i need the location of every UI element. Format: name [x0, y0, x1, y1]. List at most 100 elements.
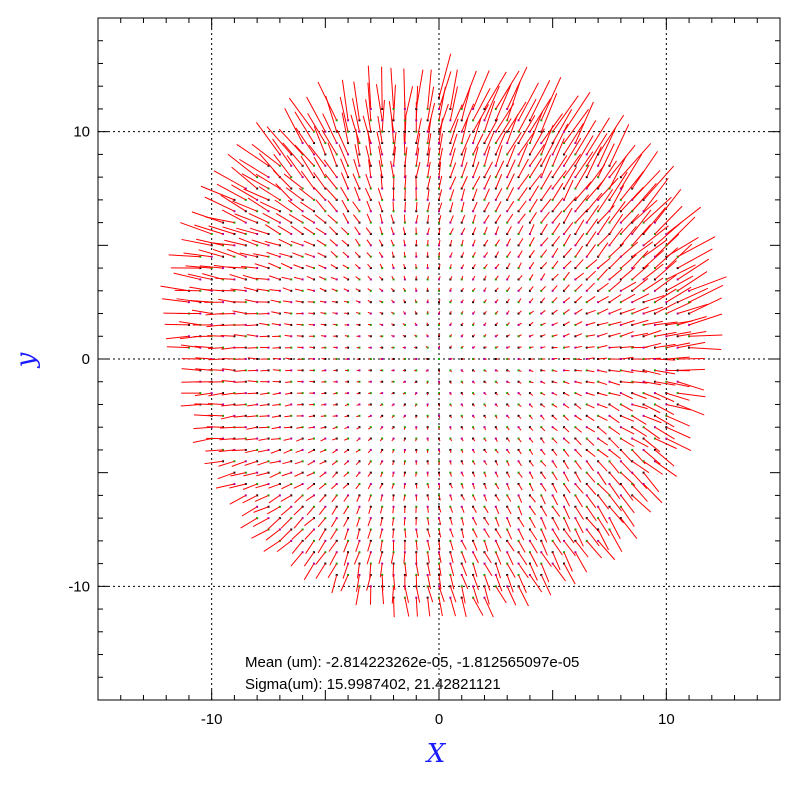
field-vector — [267, 517, 281, 530]
field-vector — [461, 415, 464, 419]
field-vector — [356, 426, 360, 430]
field-vector — [268, 262, 281, 269]
field-vector — [241, 265, 258, 269]
field-vector — [506, 449, 511, 454]
field-vector — [367, 438, 372, 442]
field-vector — [484, 597, 494, 618]
field-vector — [221, 209, 247, 224]
field-vector — [518, 213, 526, 223]
field-vector — [643, 369, 661, 375]
field-vector — [286, 155, 304, 178]
field-vector — [631, 277, 649, 292]
field-vector — [449, 287, 452, 291]
field-vector — [506, 529, 513, 540]
field-vector — [689, 347, 722, 350]
field-vector — [391, 299, 394, 303]
axis-ticks: -10 0 10 -10 0 10 — [68, 17, 781, 728]
field-vector — [449, 322, 452, 326]
field-vector — [449, 483, 453, 489]
field-vector — [342, 251, 349, 258]
field-vector — [484, 287, 487, 292]
field-vector — [366, 213, 372, 223]
field-vector — [438, 472, 441, 477]
field-vector — [461, 287, 464, 292]
field-vector — [518, 334, 522, 337]
field-vector — [298, 187, 315, 201]
field-vector — [518, 574, 527, 594]
field-vector — [221, 357, 235, 360]
field-vector — [254, 494, 269, 502]
field-vector — [597, 257, 611, 269]
field-vector — [518, 346, 522, 349]
field-vector — [461, 540, 467, 550]
field-vector — [231, 460, 246, 467]
field-vector — [332, 426, 337, 430]
field-vector — [552, 495, 559, 506]
field-vector — [529, 404, 533, 408]
field-vector — [643, 196, 672, 223]
field-vector — [176, 298, 201, 303]
field-vector — [472, 540, 478, 551]
field-vector — [331, 288, 337, 292]
field-vector — [597, 517, 610, 536]
field-vector — [483, 495, 487, 502]
field-vector — [415, 214, 419, 223]
field-vector — [506, 392, 510, 396]
field-vector — [392, 506, 395, 514]
field-vector — [472, 275, 476, 280]
field-vector — [449, 586, 457, 603]
field-vector — [403, 251, 406, 257]
field-vector — [518, 392, 522, 396]
field-vector — [472, 483, 476, 489]
field-vector — [563, 179, 574, 201]
field-vector — [666, 275, 694, 292]
field-vector — [355, 238, 360, 246]
field-vector — [332, 323, 337, 326]
field-vector — [666, 331, 692, 337]
field-vector — [403, 415, 406, 419]
field-vector — [540, 198, 552, 212]
field-vector — [586, 529, 600, 547]
field-vector — [620, 415, 635, 422]
field-vector — [666, 206, 702, 235]
field-vector — [677, 331, 707, 337]
field-vector — [415, 69, 424, 110]
field-vector — [390, 287, 394, 292]
field-vector — [677, 303, 709, 315]
field-vector — [379, 529, 383, 539]
field-vector — [283, 449, 292, 454]
field-vector — [563, 91, 591, 132]
field-vector — [283, 311, 292, 315]
field-vector — [495, 263, 500, 269]
field-vector — [392, 529, 395, 539]
field-vector — [552, 483, 558, 493]
field-vector — [368, 426, 372, 430]
field-vector — [654, 205, 683, 235]
field-vector — [506, 472, 511, 478]
field-vector — [472, 381, 476, 384]
field-vector — [518, 158, 529, 178]
field-vector — [391, 335, 394, 337]
field-vector — [586, 259, 598, 269]
field-vector — [212, 248, 235, 258]
field-vector — [438, 449, 441, 453]
field-vector — [315, 199, 326, 212]
field-vector — [427, 438, 429, 442]
field-vector — [317, 540, 326, 554]
field-vector — [273, 153, 292, 178]
field-vector — [427, 202, 431, 212]
field-vector — [249, 227, 269, 235]
field-vector — [379, 263, 383, 269]
field-vector — [281, 276, 292, 280]
field-vector — [438, 215, 442, 223]
field-vector — [308, 415, 315, 418]
field-vector — [598, 392, 608, 397]
field-vector — [586, 472, 596, 483]
field-vector — [506, 334, 511, 337]
field-vector — [631, 241, 654, 258]
field-vector — [461, 70, 477, 110]
field-vector — [391, 392, 394, 395]
field-vector — [620, 331, 634, 337]
field-vector — [391, 586, 395, 604]
field-vector — [367, 323, 371, 326]
